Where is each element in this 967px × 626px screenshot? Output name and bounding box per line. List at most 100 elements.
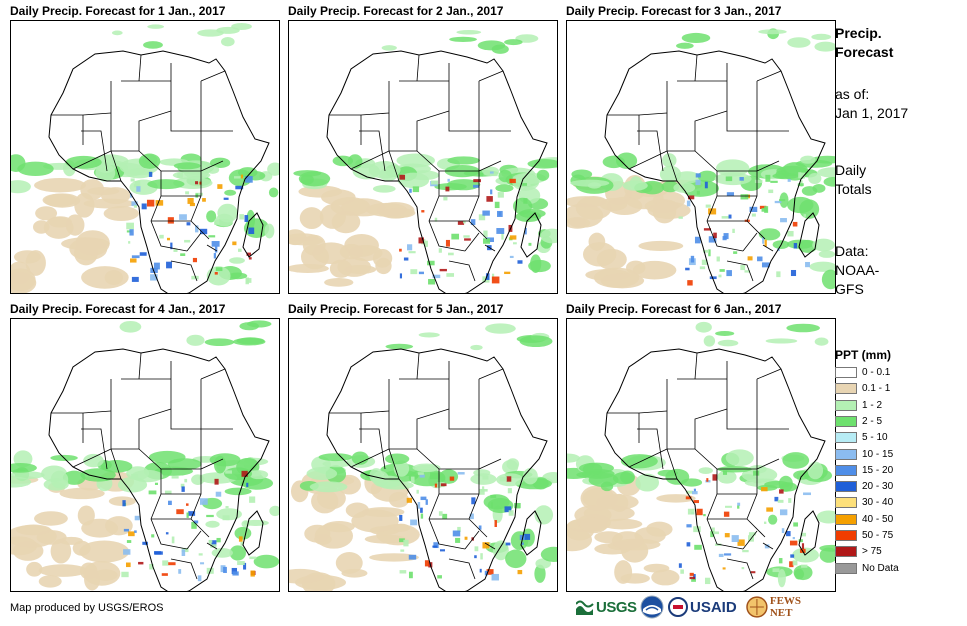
legend-label: 40 - 50	[862, 513, 894, 525]
asof-date: Jan 1, 2017	[835, 105, 909, 121]
panel-title: Daily Precip. Forecast for 2 Jan., 2017	[288, 4, 504, 18]
legend-label: 10 - 15	[862, 448, 894, 460]
asof-label: as of:	[835, 86, 870, 102]
data-line2: NOAA-	[835, 262, 880, 278]
country-borders	[51, 54, 233, 282]
sidebar-title-line2: Forecast	[835, 44, 894, 60]
legend-swatch	[835, 432, 857, 444]
precip-map	[566, 318, 836, 592]
country-borders	[607, 352, 789, 580]
usaid-seal-icon	[668, 597, 688, 617]
totals-line1: Daily	[835, 162, 867, 178]
precip-fields	[289, 323, 557, 591]
precip-fields	[567, 321, 835, 588]
legend-swatch	[835, 448, 857, 460]
logo-bar: USGS USAID FEWS NET	[576, 594, 826, 620]
usgs-logo: USGS	[576, 594, 637, 620]
africa-coastline	[48, 348, 270, 591]
legend-label: No Data	[862, 562, 899, 574]
africa-map-svg	[567, 321, 835, 591]
africa-map-svg	[289, 323, 557, 591]
legend-swatch	[835, 530, 857, 541]
legend-swatch	[835, 513, 857, 525]
forecast-panel-6: Daily Precip. Forecast for 6 Jan., 2017	[566, 302, 836, 592]
madagascar-outline	[798, 510, 820, 556]
precip-fields	[11, 320, 279, 591]
madagascar-outline	[242, 510, 264, 556]
panel-title: Daily Precip. Forecast for 3 Jan., 2017	[566, 4, 782, 18]
noaa-emblem-icon	[640, 595, 664, 619]
africa-map-svg	[289, 29, 557, 293]
panel-title: Daily Precip. Forecast for 1 Jan., 2017	[10, 4, 226, 18]
precip-map	[288, 318, 558, 592]
madagascar-outline	[520, 510, 542, 556]
legend-swatch	[835, 464, 857, 476]
africa-map-svg	[11, 320, 279, 591]
legend-label: 1 - 2	[862, 399, 883, 411]
madagascar-outline	[798, 212, 820, 258]
africa-coastline	[326, 348, 548, 591]
fews-wordmark: FEWS NET	[769, 595, 802, 619]
precip-fields	[289, 29, 557, 287]
africa-map-svg	[11, 23, 279, 293]
legend-label: 15 - 20	[862, 464, 894, 476]
legend-swatch	[835, 562, 857, 574]
precip-map	[10, 20, 280, 294]
legend-swatch	[835, 481, 857, 493]
sidebar-title: Precip. Forecast	[835, 24, 893, 62]
precip-map	[566, 20, 836, 294]
legend-label: 0.1 - 1	[862, 383, 891, 395]
legend-swatch	[835, 546, 857, 558]
panel-title: Daily Precip. Forecast for 6 Jan., 2017	[566, 302, 782, 316]
africa-coastline	[604, 348, 826, 591]
legend-swatch	[835, 497, 857, 509]
country-borders	[607, 54, 789, 282]
data-line3: GFS	[835, 281, 864, 297]
africa-coastline	[48, 50, 270, 293]
sidebar-title-line1: Precip.	[835, 25, 882, 41]
data-line1: Data:	[835, 243, 869, 259]
totals-block: Daily Totals	[835, 161, 872, 199]
legend-swatch	[835, 383, 857, 395]
precip-map	[288, 20, 558, 294]
legend-swatch	[835, 415, 857, 427]
legend-swatch	[835, 367, 857, 378]
legend-label: 50 - 75	[862, 530, 894, 541]
usgs-wordmark: USGS	[596, 598, 637, 616]
footer-credit: Map produced by USGS/EROS	[10, 602, 164, 614]
legend-label: 5 - 10	[862, 432, 888, 444]
madagascar-outline	[520, 212, 542, 258]
panel-title: Daily Precip. Forecast for 4 Jan., 2017	[10, 302, 226, 316]
usaid-wordmark: USAID	[690, 598, 737, 616]
fews-net-logo: FEWS NET	[746, 594, 826, 620]
legend-label: 0 - 0.1	[862, 367, 891, 378]
usgs-wave-icon	[576, 600, 594, 615]
africa-coastline	[326, 50, 548, 293]
forecast-panel-5: Daily Precip. Forecast for 5 Jan., 2017	[288, 302, 558, 592]
country-borders	[329, 54, 511, 282]
africa-coastline	[604, 50, 826, 293]
totals-line2: Totals	[835, 181, 872, 197]
country-borders	[51, 352, 233, 580]
legend-title: PPT (mm)	[835, 348, 892, 362]
asof-block: as of: Jan 1, 2017	[835, 85, 908, 123]
madagascar-outline	[242, 212, 264, 258]
data-source-block: Data: NOAA- GFS	[835, 242, 879, 299]
country-borders	[329, 352, 511, 580]
legend-label: 30 - 40	[862, 497, 894, 509]
forecast-panel-1: Daily Precip. Forecast for 1 Jan., 2017	[10, 4, 280, 294]
forecast-panel-2: Daily Precip. Forecast for 2 Jan., 2017	[288, 4, 558, 294]
usaid-logo: USAID	[668, 594, 737, 620]
legend-label: 20 - 30	[862, 481, 894, 493]
precip-map	[10, 318, 280, 592]
forecast-panel-4: Daily Precip. Forecast for 4 Jan., 2017	[10, 302, 280, 592]
legend-label: > 75	[862, 546, 882, 558]
forecast-panel-3: Daily Precip. Forecast for 3 Jan., 2017	[566, 4, 836, 294]
panel-title: Daily Precip. Forecast for 5 Jan., 2017	[288, 302, 504, 316]
noaa-logo	[640, 594, 664, 620]
precip-fields	[567, 28, 835, 290]
precip-fields	[11, 23, 279, 293]
legend-label: 2 - 5	[862, 415, 883, 427]
africa-map-svg	[567, 28, 835, 293]
legend-swatch	[835, 399, 857, 411]
